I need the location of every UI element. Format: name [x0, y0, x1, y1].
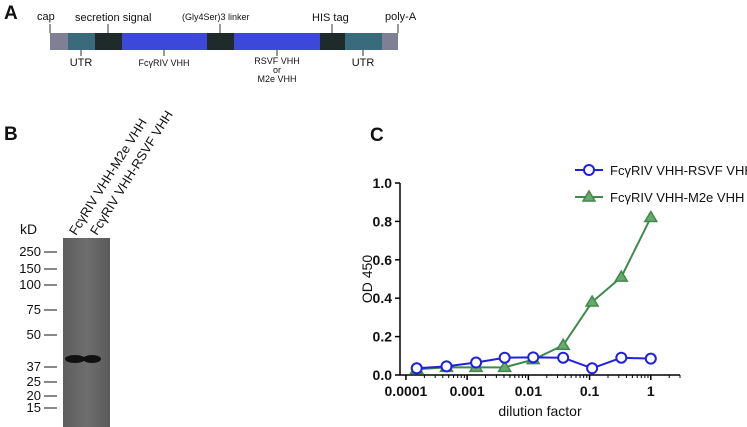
marker-label: 75: [27, 302, 41, 317]
marker-label: 100: [19, 277, 41, 292]
legend-marker: [583, 164, 595, 176]
x-tick-label: 1: [647, 383, 655, 399]
segment: [50, 33, 68, 50]
marker-label: 250: [19, 244, 41, 259]
point: [644, 352, 657, 365]
point: [497, 359, 512, 373]
label: or: [273, 65, 281, 75]
point: [557, 351, 570, 364]
segment: [68, 33, 95, 50]
legend-label: FcγRIV VHH-RSVF VHH: [610, 163, 747, 178]
gel: [63, 238, 110, 427]
segment: [95, 33, 122, 50]
marker-label: 20: [27, 388, 41, 403]
y-tick-label: 1.0: [373, 175, 393, 191]
point: [555, 337, 571, 350]
label: secretion signal: [75, 12, 151, 24]
label: HIS tag: [312, 12, 349, 24]
panel-label: B: [4, 124, 18, 145]
point: [584, 294, 600, 307]
segment: [382, 33, 398, 50]
label: poly-A: [385, 11, 417, 23]
chart: C 0.0 0.2 0.4 0.6 0.8 1.0 0.0001 0.001 0.01 0.1 1 di…: [359, 125, 747, 419]
marker-label: 25: [27, 374, 41, 389]
segment: [234, 33, 320, 50]
label: UTR: [352, 57, 375, 69]
y-tick-label: 0.4: [373, 290, 393, 306]
band: [65, 355, 85, 363]
label: cap: [37, 11, 55, 23]
leader-lines: [49, 24, 399, 56]
construct: [49, 24, 399, 56]
point: [527, 351, 540, 364]
label: UTR: [70, 57, 93, 69]
segment: [122, 33, 207, 50]
panel-label: A: [4, 3, 18, 24]
x-axis-label: dilution factor: [498, 403, 582, 419]
label: (Gly4Ser)3 linker: [182, 12, 250, 22]
band: [83, 355, 101, 363]
point: [440, 360, 453, 373]
x-tick-label: 0.001: [450, 383, 485, 399]
segment: [320, 33, 345, 50]
y-tick-label: 0.2: [373, 329, 393, 345]
point: [586, 362, 599, 375]
series-line: [416, 217, 652, 371]
segment: [345, 33, 382, 50]
marker-label: 15: [27, 400, 41, 415]
x-tick-label: 0.0001: [385, 383, 428, 399]
point: [615, 351, 628, 364]
label: FcγRIV VHH: [138, 58, 189, 68]
point: [498, 351, 511, 364]
segment: [207, 33, 234, 50]
point: [410, 362, 423, 375]
y-tick-label: 0.8: [373, 213, 393, 229]
y-tick-label: 0.0: [373, 367, 393, 383]
legend-label: FcγRIV VHH-M2e VHH: [610, 190, 744, 205]
y-axis-label: OD 450: [359, 255, 375, 303]
point: [613, 269, 629, 282]
panel-label: C: [370, 125, 384, 146]
y-tick-label: 0.6: [373, 252, 393, 268]
label: M2e VHH: [257, 74, 296, 84]
label: RSVF VHH: [254, 56, 300, 66]
point: [470, 356, 483, 369]
legend-marker: [581, 189, 597, 202]
marker-label: 37: [27, 359, 41, 374]
point: [643, 210, 659, 223]
unit: kD: [20, 221, 37, 237]
x-tick-label: 0.01: [515, 383, 542, 399]
marker-label: 50: [27, 327, 41, 342]
marker-label: 150: [19, 261, 41, 276]
x-tick-label: 0.1: [580, 383, 600, 399]
